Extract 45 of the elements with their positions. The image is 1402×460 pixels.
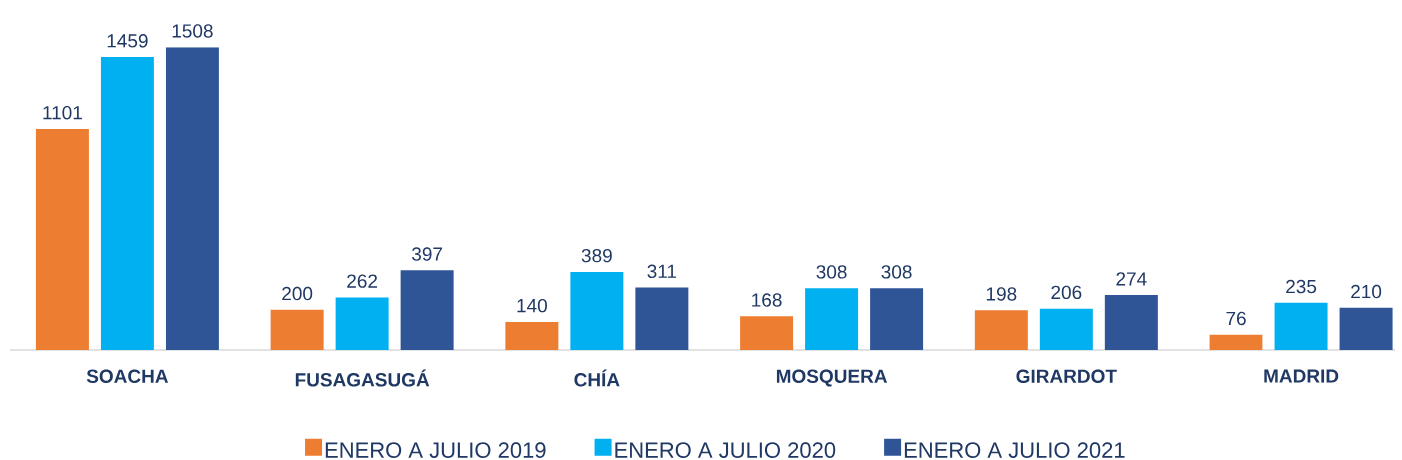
data-label: 262 (347, 274, 378, 288)
data-label: 308 (816, 265, 847, 279)
x-tick-label: FUSAGASUGÁ (295, 369, 430, 387)
legend-label: ENERO A JULIO 2021 (904, 442, 1125, 458)
legend-label: ENERO A JULIO 2019 (325, 442, 546, 458)
data-label: 235 (1286, 279, 1317, 294)
data-label: 274 (1116, 272, 1147, 286)
bar (35, 128, 89, 350)
x-tick-label: CHÍA (574, 369, 620, 387)
data-label: 76 (1226, 311, 1246, 326)
bar (400, 270, 454, 350)
data-label: 311 (647, 264, 677, 279)
data-label: 198 (986, 287, 1017, 301)
data-label: 389 (581, 248, 612, 263)
bar (1274, 302, 1328, 350)
data-label: 168 (752, 293, 782, 307)
bar (1039, 308, 1093, 350)
data-label: 397 (412, 247, 443, 261)
data-label: 206 (1051, 285, 1082, 300)
bar (740, 316, 794, 350)
data-label: 308 (881, 265, 912, 279)
bar (165, 47, 219, 350)
bar (570, 271, 624, 350)
bar (270, 309, 324, 350)
data-label: 210 (1351, 284, 1382, 299)
bar (1104, 294, 1158, 350)
data-label: 200 (282, 286, 313, 301)
bar (635, 287, 689, 350)
x-tick-label: SOACHA (86, 369, 169, 383)
legend-label: ENERO A JULIO 2020 (615, 442, 836, 458)
bar (974, 310, 1028, 350)
bar (505, 321, 559, 350)
x-tick-label: MOSQUERA (776, 369, 888, 387)
data-label: 140 (517, 298, 547, 313)
bar (805, 288, 859, 350)
bar (1339, 307, 1393, 350)
bar (1209, 334, 1263, 350)
bar (335, 297, 389, 350)
bar (100, 57, 154, 350)
bar (870, 288, 924, 350)
x-tick-label: GIRARDOT (1016, 369, 1117, 383)
x-tick-label: MADRID (1264, 369, 1339, 383)
data-label: 1508 (172, 24, 213, 38)
data-label: 1101 (43, 105, 82, 120)
data-label: 1459 (107, 34, 148, 48)
